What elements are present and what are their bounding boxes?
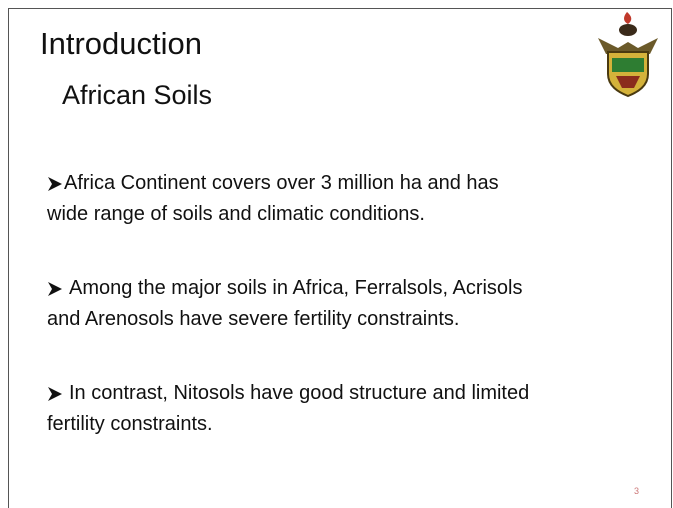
bullet-arrow [48,282,62,296]
bullet-line: and Arenosols have severe fertility cons… [47,308,460,330]
slide-title: Introduction [40,26,202,61]
bullet: Africa Continent covers over 3 million h… [47,168,499,230]
bullet-line: fertility constraints. [47,413,213,435]
logo [598,12,658,98]
bullet-arrow [48,387,62,401]
bullet-line: Africa Continent covers over 3 million h… [64,172,499,194]
slide-frame [8,8,672,508]
bullet-arrow [48,177,62,191]
bullet: In contrast, Nitosols have good structur… [47,378,529,440]
bullet-line: Among the major soils in Africa, Ferrals… [69,277,523,299]
bullet-line: wide range of soils and climatic conditi… [47,203,425,225]
slide-subtitle: African Soils [62,80,213,110]
page-number: 3 [634,486,640,496]
bullet-line: In contrast, Nitosols have good structur… [69,382,530,404]
bullet: Among the major soils in Africa, Ferrals… [47,273,523,335]
